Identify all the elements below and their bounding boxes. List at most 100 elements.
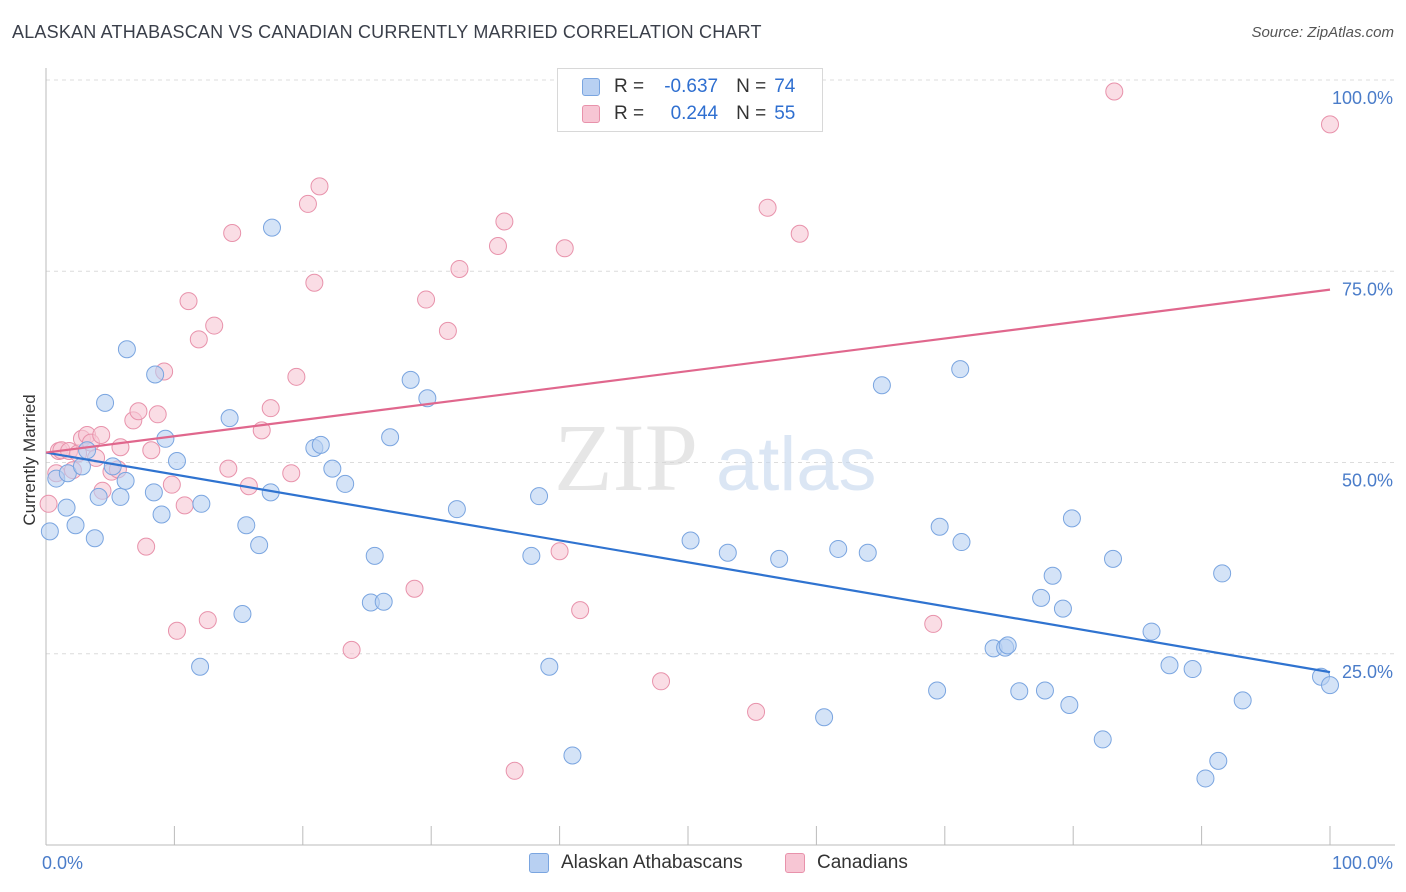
data-point [198,611,217,630]
legend-n-label: N = [736,76,767,97]
data-point [116,471,135,490]
y-tick-label: 50.0% [1342,471,1393,491]
data-point [39,494,58,513]
legend-swatch-pink [582,105,600,123]
legend-row-athabascan: R = -0.637 N = 74 [582,74,795,100]
data-point [540,657,559,676]
data-point [342,640,361,659]
data-point [505,761,524,780]
data-point [815,708,834,727]
data-point [1035,681,1054,700]
data-point [1183,660,1202,679]
data-point [89,487,108,506]
data-point [175,496,194,515]
data-point [144,483,163,502]
data-point [1105,82,1124,101]
legend-n-value: 55 [774,103,796,124]
trend-line-athabascans [45,451,1331,674]
stats-legend: R = -0.637 N = 74 R = 0.244 N = 55 [557,68,823,132]
data-point [829,539,848,558]
data-point [78,441,97,460]
data-point [336,474,355,493]
legend-n-value: 74 [774,76,796,97]
data-point [205,316,224,335]
data-point [1010,682,1029,701]
data-point [770,549,789,568]
data-point [417,290,436,309]
data-point [162,475,181,494]
data-point [192,494,211,513]
data-point [261,399,280,418]
tick-labels: 25.0% 50.0% 75.0% 100.0% 0.0% 100.0% [42,88,1393,873]
data-point [148,405,167,424]
data-point [1160,656,1179,675]
data-point [152,505,171,524]
data-point [179,292,198,311]
watermark-zip: ZIP [554,404,698,511]
chart-title: ALASKAN ATHABASCAN VS CANADIAN CURRENTLY… [12,22,762,42]
data-point [1321,676,1339,695]
data-point [374,592,393,611]
data-point [282,464,301,483]
data-point [1032,588,1051,607]
data-point [1142,622,1161,641]
y-tick-label: 100.0% [1332,88,1393,108]
data-point [1060,696,1079,715]
y-tick-label: 75.0% [1342,279,1393,299]
legend-item-canadians[interactable]: Canadians [785,852,908,874]
data-point [129,402,148,421]
data-point [1104,549,1123,568]
data-point [1062,509,1081,528]
data-point [111,487,130,506]
data-point [1196,769,1215,788]
data-point [1321,115,1339,134]
legend-item-athabascans[interactable]: Alaskan Athabascans [529,852,743,874]
data-point [167,451,186,470]
data-point [40,522,59,541]
data-point [223,224,242,242]
data-point [137,537,156,556]
legend-label-athabascans: Alaskan Athabascans [561,852,743,873]
data-point [220,409,239,428]
series-legend: Alaskan Athabascans Canadians [0,852,1406,878]
legend-r-label: R = [614,76,645,97]
legend-n-label: N = [736,103,767,124]
data-point [219,459,238,478]
data-point [233,604,252,623]
data-point [652,672,671,691]
data-point [924,614,943,633]
data-point [571,601,590,620]
trend-lines [45,288,1331,674]
legend-row-canadian: R = 0.244 N = 55 [582,101,795,127]
data-point [103,457,122,476]
data-point [57,498,76,517]
data-point [146,365,165,384]
data-point [310,177,329,196]
data-point [928,681,947,700]
data-point [1093,730,1112,749]
data-point [555,239,574,258]
data-point [117,340,136,359]
data-point [189,330,208,349]
data-point [92,425,111,444]
data-point [550,542,569,561]
data-point [365,546,384,565]
data-point [311,435,330,454]
data-point [438,321,457,340]
legend-r-value: 0.244 [670,103,719,124]
series-alaskan-athabascans [40,218,1339,788]
data-point [998,636,1017,655]
data-point [681,531,700,550]
data-point [488,237,507,256]
data-point [530,487,549,506]
legend-swatch-blue [582,78,600,96]
data-point [563,746,582,765]
data-point [718,543,737,562]
source-label: Source: ZipAtlas.com [1251,24,1394,41]
watermark: ZIP atlas [554,404,877,511]
data-point [952,533,971,552]
x-tick-label: 0.0% [42,853,83,873]
data-point [323,459,342,478]
data-point [747,702,766,721]
